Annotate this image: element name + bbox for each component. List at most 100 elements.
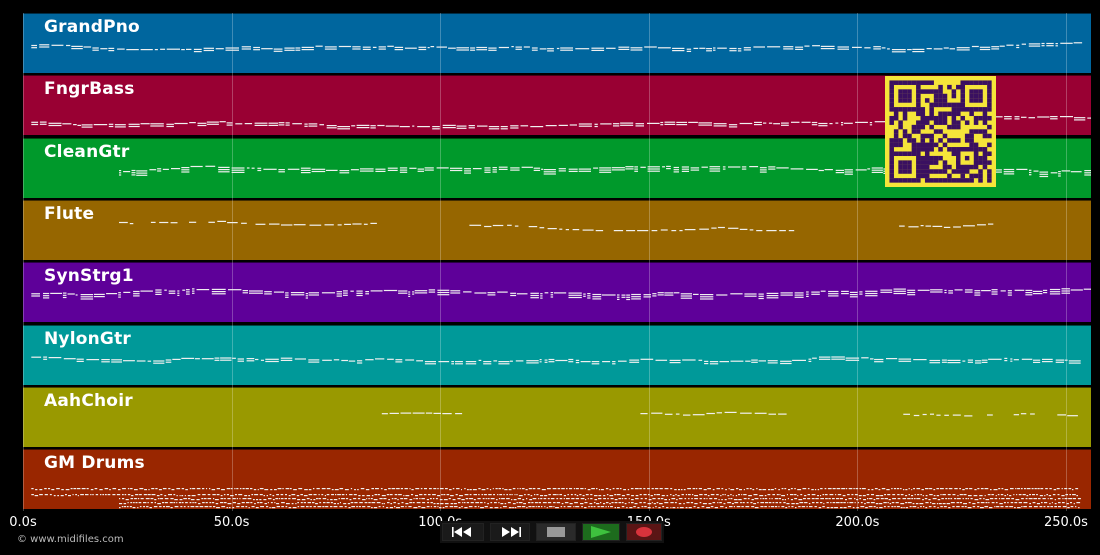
- note: [575, 359, 580, 361]
- note: [590, 498, 593, 500]
- note: [626, 494, 630, 496]
- play-button[interactable]: [582, 523, 620, 541]
- note: [394, 46, 404, 48]
- track-lane[interactable]: SynStrg1: [23, 262, 1091, 323]
- note: [1010, 502, 1014, 504]
- note: [487, 498, 490, 500]
- note: [574, 502, 578, 504]
- note: [922, 495, 924, 497]
- track-lane[interactable]: NylonGtr: [23, 324, 1091, 385]
- note: [782, 499, 784, 501]
- fast-forward-button[interactable]: [490, 523, 530, 541]
- note: [112, 494, 116, 496]
- note: [750, 502, 753, 504]
- note: [669, 359, 681, 361]
- note: [790, 499, 793, 501]
- note: [1029, 169, 1032, 171]
- note: [367, 506, 371, 508]
- note: [364, 502, 368, 504]
- note: [759, 168, 767, 171]
- note: [194, 502, 197, 504]
- note: [947, 494, 951, 496]
- qr-code: [885, 76, 996, 187]
- note: [213, 506, 216, 508]
- note: [371, 507, 373, 509]
- note: [290, 488, 292, 490]
- note: [609, 495, 614, 497]
- note: [116, 494, 121, 496]
- note: [218, 170, 230, 172]
- note: [405, 506, 407, 508]
- note: [137, 507, 139, 509]
- note: [192, 288, 195, 290]
- note: [671, 498, 676, 500]
- track-lane[interactable]: Flute: [23, 199, 1091, 260]
- note: [544, 506, 546, 508]
- track-lane[interactable]: GrandPno: [23, 13, 1091, 73]
- note: [216, 494, 220, 496]
- note: [640, 498, 643, 500]
- note: [179, 499, 183, 501]
- note: [854, 498, 856, 500]
- note: [948, 292, 953, 294]
- note: [119, 169, 122, 171]
- note: [371, 495, 374, 497]
- note: [643, 294, 651, 296]
- note: [964, 506, 967, 508]
- note: [324, 495, 326, 497]
- note: [659, 488, 663, 490]
- track-lane[interactable]: GM Drums: [23, 449, 1091, 510]
- note: [108, 47, 115, 49]
- note: [1009, 495, 1012, 497]
- note: [722, 168, 726, 170]
- note: [678, 489, 680, 491]
- note: [127, 494, 131, 496]
- note: [984, 495, 986, 497]
- note: [463, 502, 466, 504]
- track-lane[interactable]: AahChoir: [23, 386, 1091, 447]
- note: [947, 361, 961, 363]
- note: [768, 413, 776, 415]
- note: [795, 46, 804, 48]
- note: [469, 489, 472, 491]
- note: [547, 488, 551, 490]
- track-name: NylonGtr: [44, 328, 131, 349]
- note: [455, 494, 458, 496]
- note: [412, 412, 425, 414]
- note: [811, 124, 818, 126]
- note: [685, 507, 688, 509]
- note: [254, 503, 256, 505]
- note: [61, 489, 64, 491]
- note: [530, 292, 539, 295]
- note: [48, 356, 62, 358]
- note: [427, 502, 430, 504]
- record-button[interactable]: [626, 523, 662, 541]
- note: [634, 168, 638, 170]
- note: [985, 499, 990, 501]
- note: [699, 494, 703, 496]
- note: [157, 503, 161, 505]
- note: [264, 489, 269, 491]
- note: [861, 356, 869, 358]
- note: [1044, 502, 1048, 504]
- note: [922, 499, 924, 501]
- note: [774, 506, 778, 508]
- note: [285, 292, 289, 294]
- note: [456, 127, 467, 130]
- note: [739, 489, 742, 491]
- note: [65, 494, 67, 496]
- note: [563, 498, 565, 500]
- note: [679, 507, 684, 509]
- note: [887, 494, 891, 496]
- note: [481, 489, 486, 491]
- note: [191, 495, 196, 497]
- note: [539, 226, 545, 229]
- stop-button[interactable]: [536, 523, 576, 541]
- rewind-button[interactable]: [442, 523, 484, 541]
- note: [626, 229, 636, 232]
- note: [489, 489, 492, 491]
- note: [160, 498, 164, 500]
- note: [784, 488, 787, 490]
- note: [278, 122, 285, 124]
